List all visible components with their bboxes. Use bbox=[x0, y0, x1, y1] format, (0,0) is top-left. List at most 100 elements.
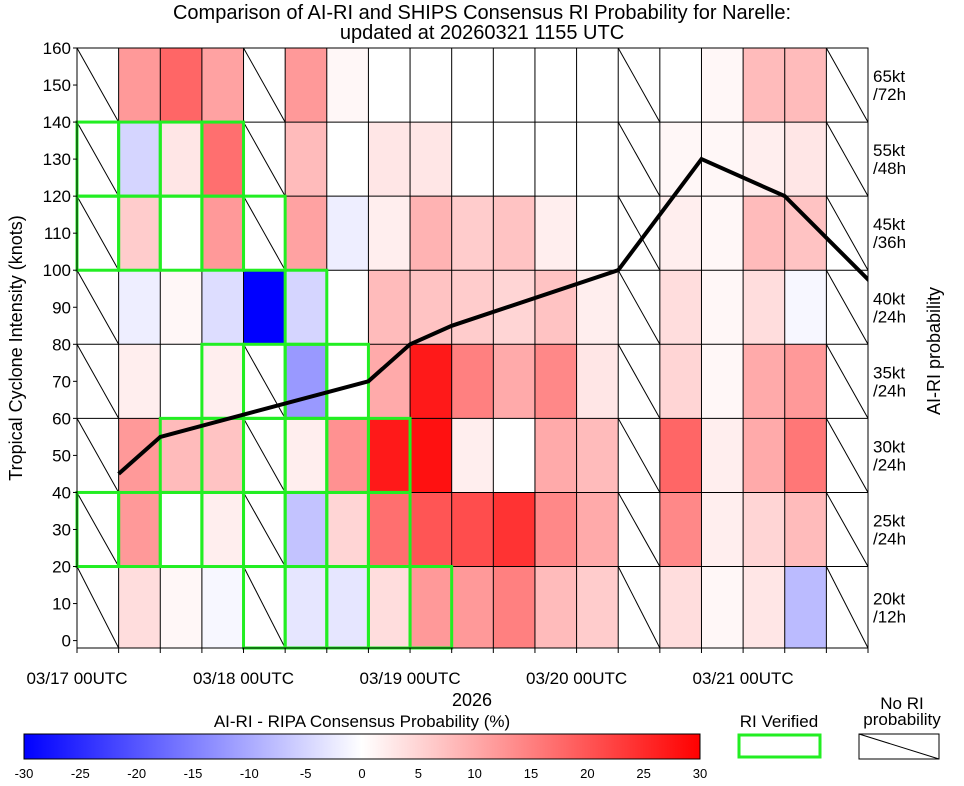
heatmap-cell bbox=[451, 418, 494, 493]
heatmap-cell bbox=[285, 48, 328, 123]
heatmap-cell bbox=[743, 344, 786, 419]
y-tick-label: 110 bbox=[44, 224, 71, 243]
row-label-bottom: /36h bbox=[873, 233, 906, 252]
heatmap-cell bbox=[784, 122, 827, 197]
heatmap-cell bbox=[368, 122, 411, 197]
colorbar-label: AI-RI - RIPA Consensus Probability (%) bbox=[214, 712, 510, 731]
heatmap-cell bbox=[368, 196, 411, 271]
y-tick-label: 50 bbox=[52, 446, 71, 465]
heatmap-cell bbox=[659, 48, 702, 123]
y-tick-label: 130 bbox=[43, 150, 71, 169]
heatmap-cell bbox=[534, 492, 578, 567]
no-ri-diagonal bbox=[617, 269, 661, 345]
heatmap-cell bbox=[534, 122, 578, 197]
heatmap-cell bbox=[743, 270, 786, 345]
heatmap-cell bbox=[285, 492, 328, 567]
heatmap-cell bbox=[201, 566, 245, 648]
heatmap-cell bbox=[118, 492, 161, 567]
colorbar-tick-label: 15 bbox=[524, 766, 538, 781]
heatmap-cell bbox=[201, 418, 245, 493]
colorbar-ticks: -30 -25 -20 -15 -10 -5 0 5 10 15 20 25 30 bbox=[15, 766, 708, 781]
row-label-bottom: /12h bbox=[873, 607, 906, 626]
heatmap-cell bbox=[410, 418, 453, 493]
row-label-bottom: /48h bbox=[873, 159, 906, 178]
heatmap-cell bbox=[368, 492, 411, 567]
heatmap-cell bbox=[410, 122, 453, 197]
no-ri-diagonal bbox=[825, 269, 869, 345]
heatmap-cell bbox=[410, 196, 453, 271]
ri-verified-box bbox=[283, 268, 329, 346]
heatmap-cell bbox=[368, 48, 411, 123]
no-ri-diagonal bbox=[617, 344, 661, 419]
heatmap-cell bbox=[368, 566, 411, 648]
heatmap-cell bbox=[451, 492, 494, 567]
heatmap-cell bbox=[576, 566, 619, 648]
row-label-bottom: /24h bbox=[873, 529, 906, 548]
plot-frame bbox=[76, 47, 869, 649]
heatmap-cell bbox=[493, 344, 536, 419]
no-ri-diagonal bbox=[76, 121, 120, 197]
y-tick-label: 140 bbox=[43, 113, 71, 132]
heatmap-cell bbox=[576, 48, 619, 123]
no-ri-legend-diagonal bbox=[858, 733, 940, 760]
heatmap-cell bbox=[451, 48, 494, 123]
no-ri-diagonals bbox=[76, 47, 869, 649]
heatmap-cell bbox=[160, 122, 203, 197]
y-tick-label: 70 bbox=[52, 372, 71, 391]
heatmap-cell bbox=[701, 344, 744, 419]
heatmap-cell bbox=[118, 344, 161, 419]
heatmap-cell bbox=[160, 492, 203, 567]
heatmap-cell bbox=[784, 344, 827, 419]
y-tick-label: 40 bbox=[52, 483, 71, 502]
heatmap-cell bbox=[201, 196, 245, 271]
row-label-top: 65kt bbox=[873, 67, 905, 86]
heatmap-cell bbox=[201, 122, 245, 197]
heatmap-cell bbox=[576, 418, 619, 493]
row-label-bottom: /24h bbox=[873, 455, 906, 474]
heatmap-cell bbox=[534, 48, 578, 123]
y-tick-label: 0 bbox=[62, 632, 71, 651]
heatmap-cell bbox=[701, 492, 744, 567]
colorbar-tick-label: -30 bbox=[15, 766, 34, 781]
x-tick-label: 03/17 00UTC bbox=[26, 669, 127, 688]
heatmap-cell bbox=[285, 122, 328, 197]
no-ri-diagonal bbox=[76, 492, 120, 567]
heatmap-cell bbox=[659, 492, 702, 567]
heatmap-cell bbox=[576, 344, 619, 419]
colorbar-tick-label: 30 bbox=[693, 766, 707, 781]
heatmap-cell bbox=[784, 418, 827, 493]
ri-verified-legend-label: RI Verified bbox=[740, 712, 818, 731]
heatmap-cell bbox=[201, 492, 245, 567]
row-label-bottom: /24h bbox=[873, 307, 906, 326]
heatmap-cell bbox=[493, 48, 536, 123]
heatmap-cell bbox=[784, 566, 827, 648]
heatmap-cell bbox=[326, 122, 369, 197]
heatmap-cell bbox=[160, 270, 203, 345]
heatmap-cell bbox=[410, 270, 453, 345]
no-ri-legend-label-line2: probability bbox=[863, 710, 941, 729]
heatmap-cell bbox=[743, 418, 786, 493]
heatmap-cell bbox=[493, 566, 536, 648]
no-ri-diagonal bbox=[243, 418, 286, 493]
heatmap-cell bbox=[451, 270, 494, 345]
y-tick-label: 160 bbox=[43, 39, 71, 58]
chart-title: Comparison of AI-RI and SHIPS Consensus … bbox=[173, 2, 791, 24]
heatmap-cell bbox=[410, 566, 453, 648]
colorbar-tick-label: 25 bbox=[636, 766, 650, 781]
no-ri-diagonal bbox=[617, 121, 661, 197]
heatmap-cell bbox=[410, 48, 453, 123]
heatmap-cell bbox=[743, 566, 786, 648]
heatmap-cell bbox=[493, 492, 536, 567]
heatmap-cell bbox=[118, 122, 161, 197]
y-tick-label: 100 bbox=[43, 261, 71, 280]
no-ri-diagonal bbox=[617, 492, 661, 567]
row-label-top: 40kt bbox=[873, 289, 905, 308]
heatmap-cell bbox=[118, 48, 161, 123]
x-tick-label: 03/19 00UTC bbox=[359, 669, 460, 688]
no-ri-diagonal bbox=[617, 195, 661, 271]
row-label-top: 25kt bbox=[873, 511, 905, 530]
intensity-line bbox=[117, 156, 868, 476]
row-label-top: 30kt bbox=[873, 437, 905, 456]
y-tick-label: 90 bbox=[52, 298, 71, 317]
